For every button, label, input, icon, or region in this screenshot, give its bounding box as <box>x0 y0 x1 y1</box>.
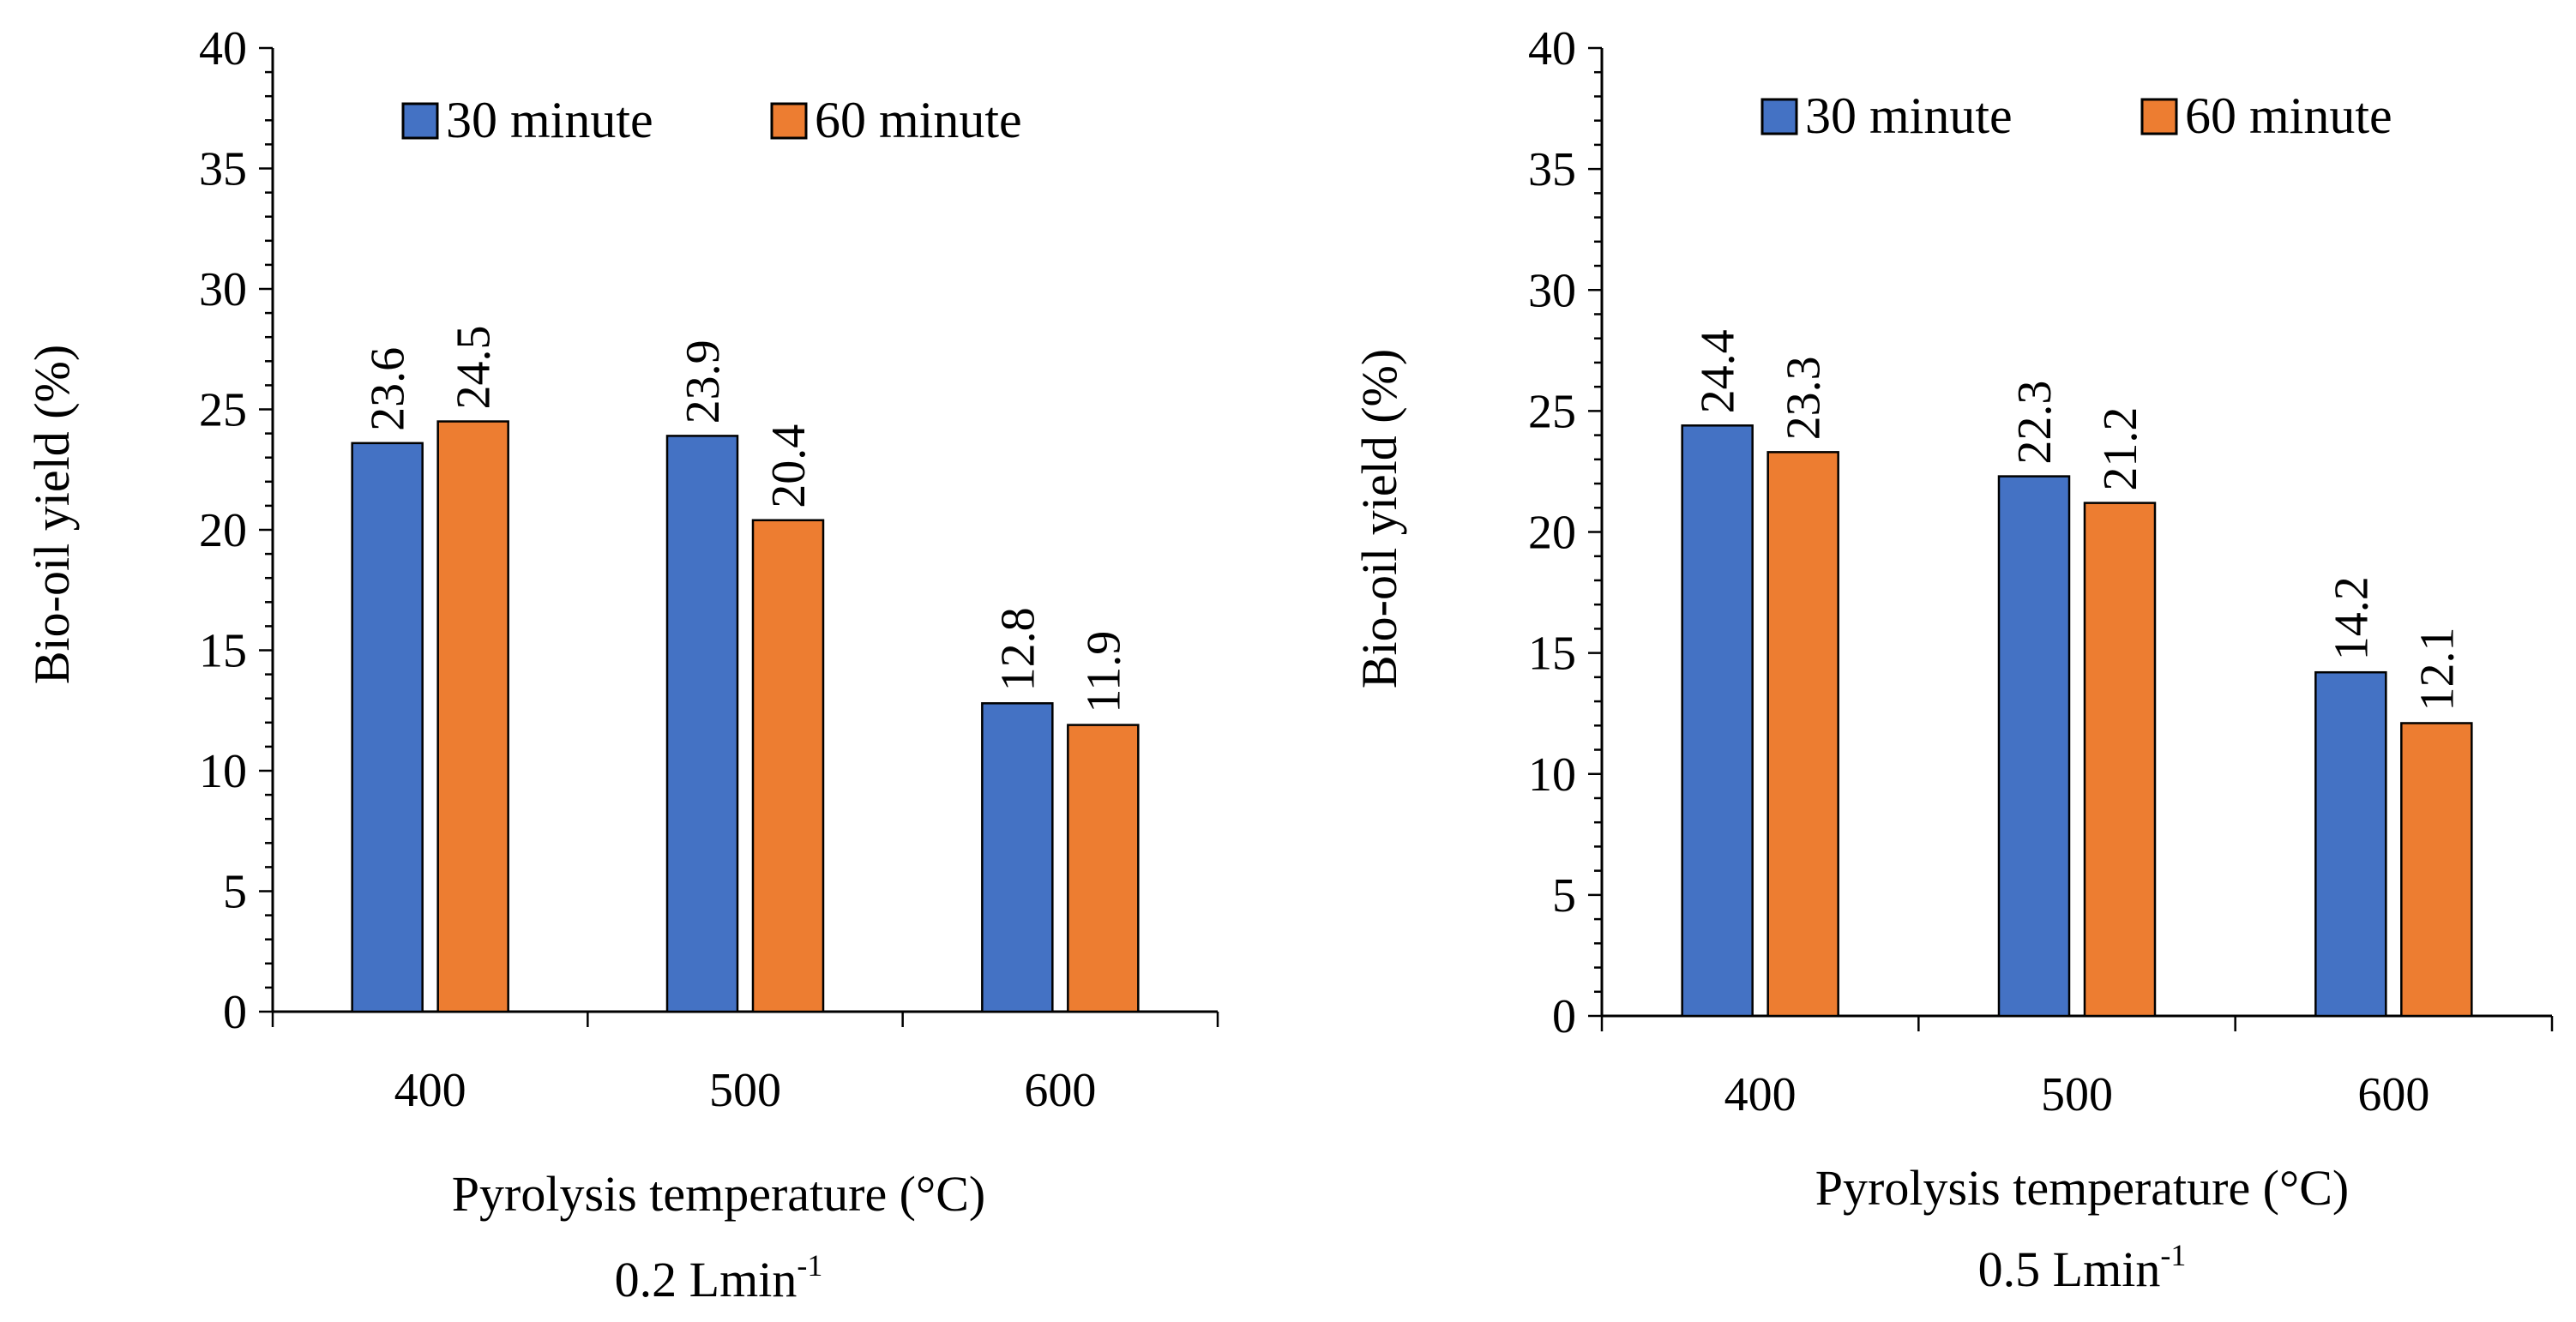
chart-1-data-label: 20.4 <box>762 424 816 508</box>
chart-1-subtitle-sup: -1 <box>797 1248 822 1283</box>
chart-1-y-tick-label: 15 <box>199 625 247 678</box>
chart-2-subtitle-sup: -1 <box>2160 1238 2186 1272</box>
chart-2-data-label: 22.3 <box>2008 381 2061 465</box>
chart-1-bar <box>1067 724 1140 1013</box>
chart-2-bar <box>2400 722 2473 1018</box>
chart-2-y-tick-label: 10 <box>1528 748 1576 802</box>
chart-1-data-label: 24.5 <box>448 326 501 410</box>
chart-2-y-tick-label: 20 <box>1528 507 1576 560</box>
chart-1-x-tick-label: 400 <box>394 1064 466 1117</box>
chart-2-bar <box>2083 502 2157 1018</box>
chart-2-y-tick-label: 30 <box>1528 264 1576 317</box>
chart-2-y-tick-label: 0 <box>1552 990 1576 1043</box>
chart-2-xlabel: Pyrolysis temperature (°C) <box>1815 1160 2349 1216</box>
chart-2-subtitle: 0.5 Lmin-1 <box>1978 1238 2187 1297</box>
chart-1-x-tick-label: 500 <box>709 1064 781 1117</box>
chart-1-bar <box>665 435 739 1013</box>
chart-2-bar <box>1681 424 1754 1018</box>
chart-2-legend-swatch-60 <box>2140 98 2178 135</box>
chart-2-data-label: 21.2 <box>2094 407 2147 491</box>
chart-2-data-label: 24.4 <box>1692 329 1745 413</box>
chart-1-y-tick-label: 5 <box>223 866 247 919</box>
chart-2-x-tick-label: 500 <box>2041 1068 2113 1121</box>
chart-1-legend-swatch-30 <box>401 102 439 140</box>
chart-2-bar <box>1766 451 1839 1018</box>
chart-1-y-tick-label: 20 <box>199 504 247 557</box>
chart-1-y-tick-label: 10 <box>199 745 247 798</box>
chart-1-legend-swatch-60 <box>770 102 808 140</box>
chart-2-data-label: 12.1 <box>2410 627 2464 711</box>
chart-1-y-tick-label: 40 <box>199 22 247 75</box>
chart-2-data-label: 23.3 <box>1778 356 1831 440</box>
chart-1-data-label: 23.6 <box>362 347 415 431</box>
chart-2-bar <box>1997 475 2071 1018</box>
chart-1-legend: 30 minute 60 minute <box>401 92 1022 148</box>
chart-2-y-tick-label: 15 <box>1528 628 1576 681</box>
chart-1-y-tick-label: 25 <box>199 384 247 437</box>
chart-1-bar <box>351 442 424 1013</box>
chart-1-y-tick-label: 0 <box>223 986 247 1039</box>
chart-1-legend-label-30: 30 minute <box>446 92 653 148</box>
chart-1-y-tick-label: 35 <box>199 143 247 196</box>
chart-1-bar <box>436 420 509 1013</box>
chart-1-subtitle: 0.2 Lmin-1 <box>615 1248 823 1307</box>
chart-1-xlabel: Pyrolysis temperature (°C) <box>452 1166 985 1222</box>
chart-2-data-label: 14.2 <box>2325 576 2378 660</box>
chart-2-x-tick-label: 600 <box>2357 1068 2429 1121</box>
chart-1-x-tick-label: 600 <box>1024 1064 1096 1117</box>
chart-2-subtitle-main: 0.5 Lmin <box>1978 1241 2161 1297</box>
chart-1-subtitle-main: 0.2 Lmin <box>615 1252 797 1307</box>
chart-2-bar <box>2314 670 2387 1018</box>
chart-1-plot-area: 0 5 10 15 20 25 30 35 40 400 500 600 23.6 23.9 12.8 24.… <box>199 22 1219 1117</box>
chart-1-data-label: 11.9 <box>1077 631 1130 713</box>
chart-1: 0 5 10 15 20 25 30 35 40 400 500 600 23.6 23.9 12.8 24.… <box>24 22 1219 1307</box>
chart-1-y-tick-label: 30 <box>199 263 247 316</box>
chart-1-legend-label-60: 60 minute <box>815 92 1022 148</box>
chart-2-ylabel: Bio-oil yield (%) <box>1351 349 1407 688</box>
chart-1-data-label: 12.8 <box>991 607 1044 691</box>
chart-2-y-tick-label: 5 <box>1552 869 1576 922</box>
chart-1-bar <box>751 519 825 1013</box>
chart-2-y-tick-label: 40 <box>1528 22 1576 75</box>
chart-1-data-label: 23.9 <box>677 340 730 424</box>
chart-2-legend-swatch-30 <box>1760 98 1798 135</box>
chart-2-legend-label-30: 30 minute <box>1805 87 2013 144</box>
chart-2-x-tick-label: 400 <box>1724 1068 1797 1121</box>
chart-2-legend-label-60: 60 minute <box>2185 87 2392 144</box>
chart-2-plot-area: 0 5 10 15 20 25 30 35 40 400 500 600 24.4 22.3 14.2 23.… <box>1528 22 2554 1121</box>
chart-2-legend: 30 minute 60 minute <box>1760 87 2392 144</box>
chart-2: 0 5 10 15 20 25 30 35 40 400 500 600 24.4 22.3 14.2 23.… <box>1351 22 2554 1297</box>
chart-1-bar <box>981 702 1054 1013</box>
chart-1-ylabel: Bio-oil yield (%) <box>24 345 80 684</box>
chart-2-y-tick-label: 25 <box>1528 385 1576 438</box>
chart-2-y-tick-label: 35 <box>1528 143 1576 196</box>
